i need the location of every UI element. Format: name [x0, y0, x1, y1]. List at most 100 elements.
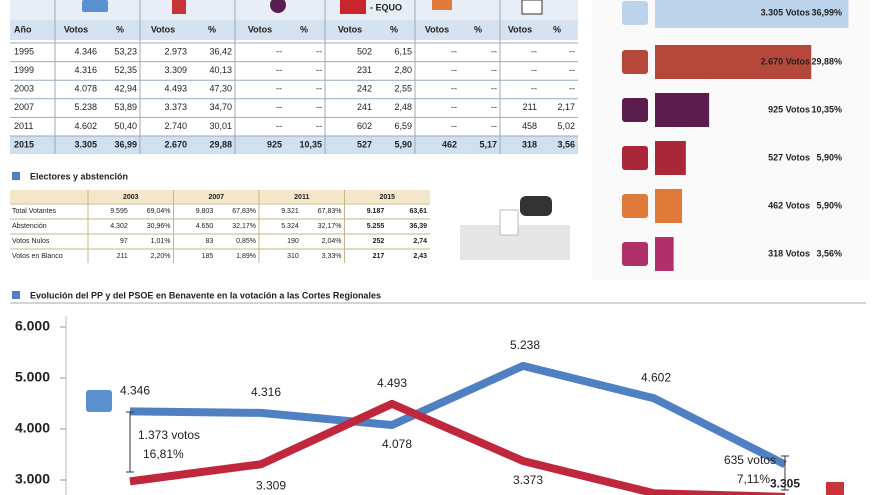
table-cell: 2,04% — [322, 238, 342, 245]
table-cell: 2.740 — [164, 121, 187, 131]
table-cell: 83 — [205, 238, 213, 245]
section-marker — [12, 291, 20, 299]
table-cell: 10,35 — [299, 139, 322, 149]
table-cell: -- — [316, 121, 322, 131]
table-cell: 6,15 — [394, 46, 412, 56]
table-cell: -- — [569, 65, 575, 75]
logo-upl — [521, 0, 543, 15]
table-cell: 9.187 — [367, 208, 385, 215]
table-cell: -- — [451, 102, 457, 112]
percent-label: 5,90% — [816, 152, 842, 162]
table-cell: 3.373 — [164, 102, 187, 112]
table-cell: 252 — [373, 238, 385, 245]
table-cell: 211 — [117, 253, 128, 260]
electors-header-bg — [10, 190, 430, 203]
table-cell: -- — [531, 84, 537, 94]
table-subheader-bg — [10, 20, 578, 40]
table-cell: 2,43 — [413, 253, 427, 260]
percent-label: 36,99% — [811, 7, 842, 17]
column-header: % — [116, 24, 124, 34]
percent-label: 5,90% — [816, 200, 842, 210]
table-cell: 1999 — [14, 65, 34, 75]
table-cell: 97 — [120, 238, 128, 245]
logo-pp — [86, 390, 112, 412]
row-highlight — [10, 136, 578, 154]
table-cell: 5.324 — [281, 223, 299, 230]
bracket — [781, 455, 789, 491]
section-marker — [12, 172, 20, 180]
table-cell: -- — [491, 102, 497, 112]
row-label: Votos Nulos — [12, 238, 50, 245]
data-label: 3.373 — [513, 473, 543, 487]
year-header: 2003 — [123, 194, 139, 201]
table-cell: 36,99 — [114, 139, 137, 149]
logo-iu — [340, 0, 366, 14]
annotation: 635 votos — [724, 453, 776, 467]
year-header: 2011 — [294, 194, 309, 201]
year-header: 2007 — [208, 194, 224, 201]
table-cell: 4.346 — [74, 46, 97, 56]
y-tick-label: 3.000 — [15, 471, 50, 487]
table-cell: 67,83% — [318, 208, 342, 215]
table-cell: -- — [451, 65, 457, 75]
party-logo — [622, 146, 648, 170]
table-cell: 52,35 — [114, 65, 137, 75]
table-cell: 5,17 — [479, 139, 497, 149]
table-cell: -- — [491, 46, 497, 56]
data-label: 4.078 — [382, 437, 412, 451]
column-header: Votos — [151, 24, 175, 34]
line-series — [129, 399, 786, 495]
table-cell: 462 — [442, 139, 457, 149]
table-cell: -- — [316, 84, 322, 94]
table-cell: -- — [316, 46, 322, 56]
table-cell: 2.973 — [164, 46, 187, 56]
table-cell: 6,59 — [394, 121, 412, 131]
bar — [655, 93, 710, 127]
table-cell: 185 — [202, 253, 214, 260]
table-cell: 9.803 — [196, 208, 214, 215]
bracket — [126, 411, 134, 473]
table-cell: -- — [531, 46, 537, 56]
hand — [520, 196, 552, 216]
table-cell: 4.302 — [110, 223, 128, 230]
table-cell: 2,55 — [394, 84, 412, 94]
table-cell: 242 — [357, 84, 372, 94]
table-cell: 2.670 — [164, 139, 187, 149]
table-cell: -- — [276, 65, 282, 75]
table-cell: 2007 — [14, 102, 34, 112]
table-cell: 30,01 — [209, 121, 232, 131]
party-logo — [622, 242, 648, 266]
table-cell: 5,90 — [394, 139, 412, 149]
table-cell: -- — [491, 84, 497, 94]
table-cell: 67,83% — [232, 208, 256, 215]
logo-podemos — [270, 0, 286, 13]
table-cell: -- — [491, 65, 497, 75]
table-cell: 2,80 — [394, 65, 412, 75]
table-cell: 310 — [287, 253, 299, 260]
party-note: - EQUO — [370, 2, 402, 12]
table-cell: 231 — [357, 65, 372, 75]
annotation: 1.373 votos — [138, 428, 200, 442]
table-cell: -- — [569, 84, 575, 94]
table-cell: 34,70 — [209, 102, 232, 112]
column-header: % — [390, 24, 398, 34]
table-cell: 32,17% — [232, 223, 256, 230]
data-label: 4.602 — [641, 370, 671, 384]
table-cell: 36,39 — [409, 223, 427, 230]
percent-label: 3,56% — [816, 248, 842, 258]
table-cell: 2,48 — [394, 102, 412, 112]
data-label: 4.316 — [251, 385, 281, 399]
data-label: 2.670 Votos — [761, 56, 810, 66]
table-cell: 3.305 — [74, 139, 97, 149]
data-label: 5.238 — [510, 338, 540, 352]
table-cell: 29,88 — [209, 139, 232, 149]
table-cell: -- — [451, 46, 457, 56]
table-cell: -- — [491, 121, 497, 131]
percent-label: 29,88% — [811, 56, 842, 66]
table-cell: 53,89 — [114, 102, 137, 112]
table-cell: 53,23 — [114, 46, 137, 56]
year-header: 2015 — [379, 194, 395, 201]
logo-cs — [432, 0, 452, 10]
